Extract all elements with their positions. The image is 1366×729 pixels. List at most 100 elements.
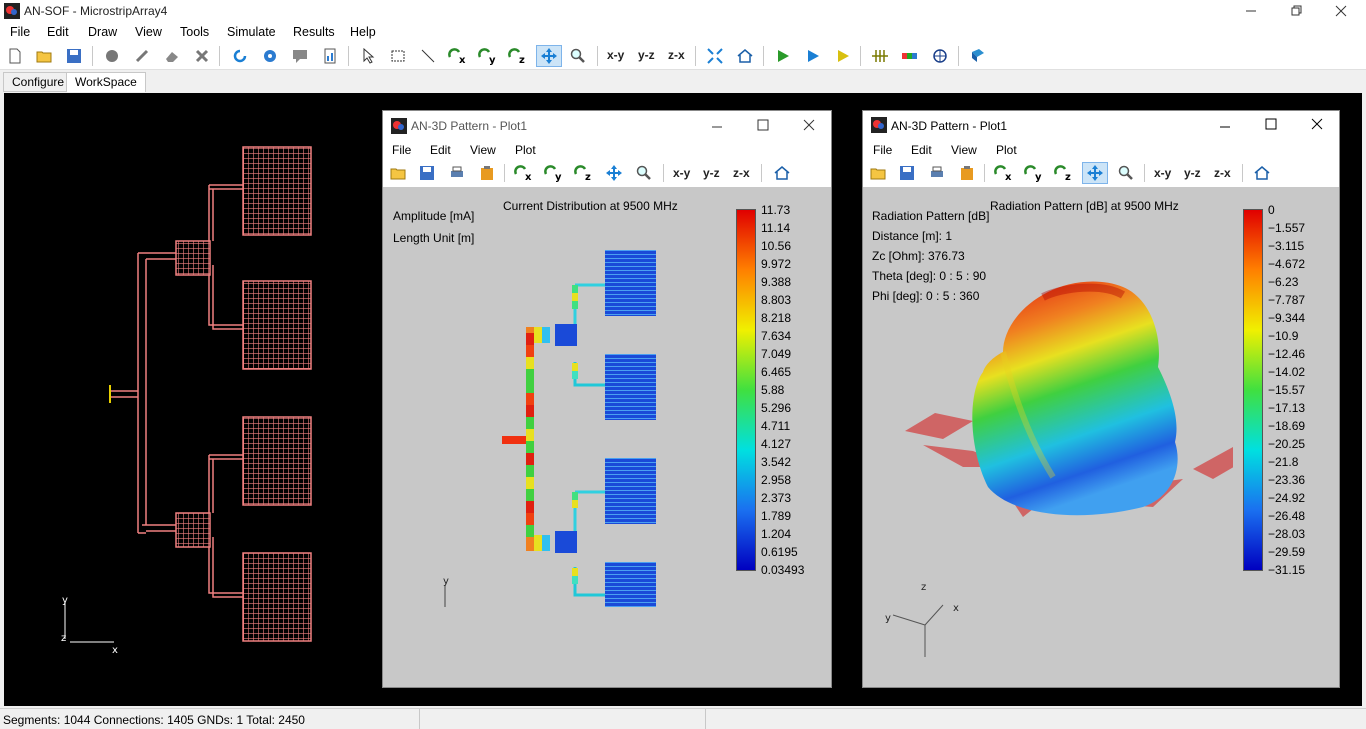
plot2-canvas[interactable]: Radiation Pattern [dB] at 9500 MHz Radia… (863, 187, 1339, 687)
plot2-open-button[interactable] (867, 162, 889, 184)
save-button[interactable] (63, 45, 85, 67)
plot2-rotate-y-button[interactable]: y (1023, 162, 1045, 184)
plot2-home-button[interactable] (1251, 162, 1273, 184)
plot1-menu-file[interactable]: File (392, 143, 412, 157)
open-button[interactable] (33, 45, 55, 67)
plot1-save-button[interactable] (416, 162, 438, 184)
zoom-button[interactable] (567, 45, 589, 67)
menu-view[interactable]: View (135, 25, 162, 39)
plot1-rotate-x-button[interactable]: x (513, 162, 535, 184)
tab-configure[interactable]: Configure (3, 72, 74, 92)
plot1-menu-edit[interactable]: Edit (430, 143, 451, 157)
plot1-view-zx[interactable]: z-x (733, 166, 750, 180)
view-yz-button[interactable]: y-z (638, 48, 655, 62)
plot1-rotate-z-button[interactable]: z (573, 162, 595, 184)
rotate-z-button[interactable]: z (507, 45, 529, 67)
plot1-rotate-y-button[interactable]: y (543, 162, 565, 184)
plot1-zoom-button[interactable] (633, 162, 655, 184)
delete-button[interactable] (191, 45, 213, 67)
plot-3d-button[interactable] (899, 45, 921, 67)
plot1-canvas[interactable]: Current Distribution at 9500 MHz Amplitu… (383, 187, 831, 687)
plot2-view-zx[interactable]: z-x (1214, 166, 1231, 180)
draw-point-button[interactable] (101, 45, 123, 67)
plot-currents-button[interactable] (869, 45, 891, 67)
run-far-field-button[interactable] (832, 45, 854, 67)
restore-button[interactable] (1274, 0, 1320, 22)
report-button[interactable] (319, 45, 341, 67)
rotate-x-icon: x (514, 165, 532, 182)
axis-z-label: z (61, 633, 66, 644)
pan-button[interactable] (536, 45, 562, 67)
line-button[interactable] (417, 45, 439, 67)
maximize-icon[interactable] (1265, 118, 1277, 130)
plot2-info-phi: Phi [deg]: 0 : 5 : 360 (872, 289, 980, 303)
plot2-print-button[interactable] (926, 162, 948, 184)
minimize-icon[interactable] (711, 121, 723, 133)
menu-edit[interactable]: Edit (47, 25, 69, 39)
new-button[interactable] (4, 45, 26, 67)
menu-results[interactable]: Results (293, 25, 335, 39)
menu-help[interactable]: Help (350, 25, 376, 39)
menu-simulate[interactable]: Simulate (227, 25, 276, 39)
view-xy-button[interactable]: x-y (607, 48, 625, 62)
plot1-view-xy[interactable]: x-y (673, 166, 691, 180)
plot1-menu-view[interactable]: View (470, 143, 496, 157)
plot1-menu-plot[interactable]: Plot (515, 143, 536, 157)
plot1-colorbar-tick: 3.542 (761, 455, 792, 469)
plot1-open-button[interactable] (387, 162, 409, 184)
rotate-y-button[interactable]: y (477, 45, 499, 67)
home-button[interactable] (734, 45, 756, 67)
plot2-menu-edit[interactable]: Edit (911, 143, 932, 157)
plot2-colorbar-tick: −23.36 (1268, 473, 1306, 487)
plot2-zoom-button[interactable] (1115, 162, 1137, 184)
tab-workspace[interactable]: WorkSpace (66, 72, 146, 92)
plot2-menu-view[interactable]: View (951, 143, 977, 157)
run-button[interactable] (772, 45, 794, 67)
comment-button[interactable] (289, 45, 311, 67)
plot1-view-yz[interactable]: y-z (703, 166, 720, 180)
plot2-clipboard-button[interactable] (956, 162, 978, 184)
plot1-pan-button[interactable] (603, 162, 625, 184)
close-icon[interactable] (803, 119, 815, 131)
home-icon (1254, 166, 1270, 180)
maximize-icon[interactable] (757, 119, 769, 131)
plot1-colorbar (736, 209, 756, 571)
draw-wire-button[interactable] (131, 45, 153, 67)
current-plot-window[interactable]: AN-3D Pattern - Plot1 File Edit View Plo… (382, 110, 832, 688)
plot2-menu-plot[interactable]: Plot (996, 143, 1017, 157)
polar-plot-button[interactable] (929, 45, 951, 67)
plot2-view-yz[interactable]: y-z (1184, 166, 1201, 180)
run-currents-button[interactable] (802, 45, 824, 67)
minimize-button[interactable] (1228, 0, 1274, 22)
view-zx-button[interactable]: z-x (668, 48, 685, 62)
plot1-clipboard-button[interactable] (476, 162, 498, 184)
plot1-home-button[interactable] (771, 162, 793, 184)
plot2-pan-button[interactable] (1082, 162, 1108, 184)
minimize-icon[interactable] (1219, 121, 1231, 133)
fit-button[interactable] (704, 45, 726, 67)
eraser-button[interactable] (161, 45, 183, 67)
plot2-save-button[interactable] (896, 162, 918, 184)
close-icon[interactable] (1311, 118, 1323, 130)
plot1-toolbar: x y z x-y y-z z-x (383, 159, 831, 187)
plot1-print-button[interactable] (446, 162, 468, 184)
svg-text:x: x (1005, 172, 1012, 182)
plot2-heading: Radiation Pattern [dB] at 9500 MHz (990, 199, 1179, 213)
settings-button[interactable] (259, 45, 281, 67)
plot2-menu-file[interactable]: File (873, 143, 893, 157)
menu-draw[interactable]: Draw (88, 25, 118, 39)
refresh-button[interactable] (229, 45, 251, 67)
plot1-colorbar-tick: 0.6195 (761, 545, 798, 559)
close-button[interactable] (1318, 0, 1364, 22)
plot2-rotate-x-button[interactable]: x (993, 162, 1015, 184)
radiation-plot-window[interactable]: AN-3D Pattern - Plot1 File Edit View Plo… (862, 110, 1340, 688)
menu-tools[interactable]: Tools (180, 25, 210, 39)
plot2-view-xy[interactable]: x-y (1154, 166, 1172, 180)
rotate-x-button[interactable]: x (447, 45, 469, 67)
select-button[interactable] (357, 45, 379, 67)
menu-file[interactable]: File (10, 25, 31, 39)
plot2-colorbar-tick: −21.8 (1268, 455, 1299, 469)
help-button[interactable] (967, 45, 989, 67)
box-select-button[interactable] (387, 45, 409, 67)
plot2-rotate-z-button[interactable]: z (1053, 162, 1075, 184)
